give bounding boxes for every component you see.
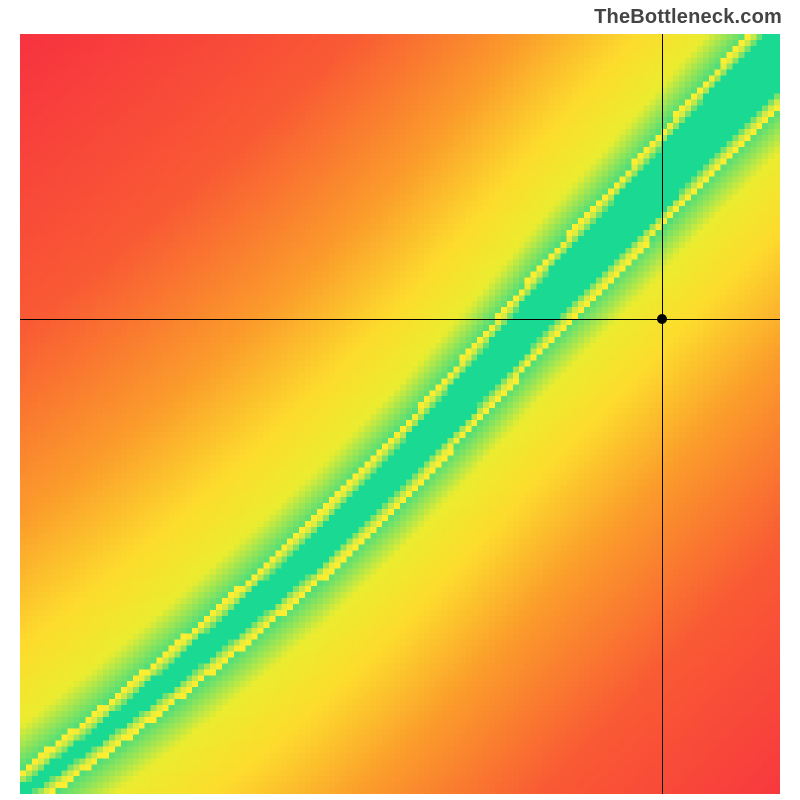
heatmap-canvas	[20, 34, 780, 794]
attribution-text: TheBottleneck.com	[594, 6, 782, 29]
heatmap-plot	[20, 34, 780, 794]
